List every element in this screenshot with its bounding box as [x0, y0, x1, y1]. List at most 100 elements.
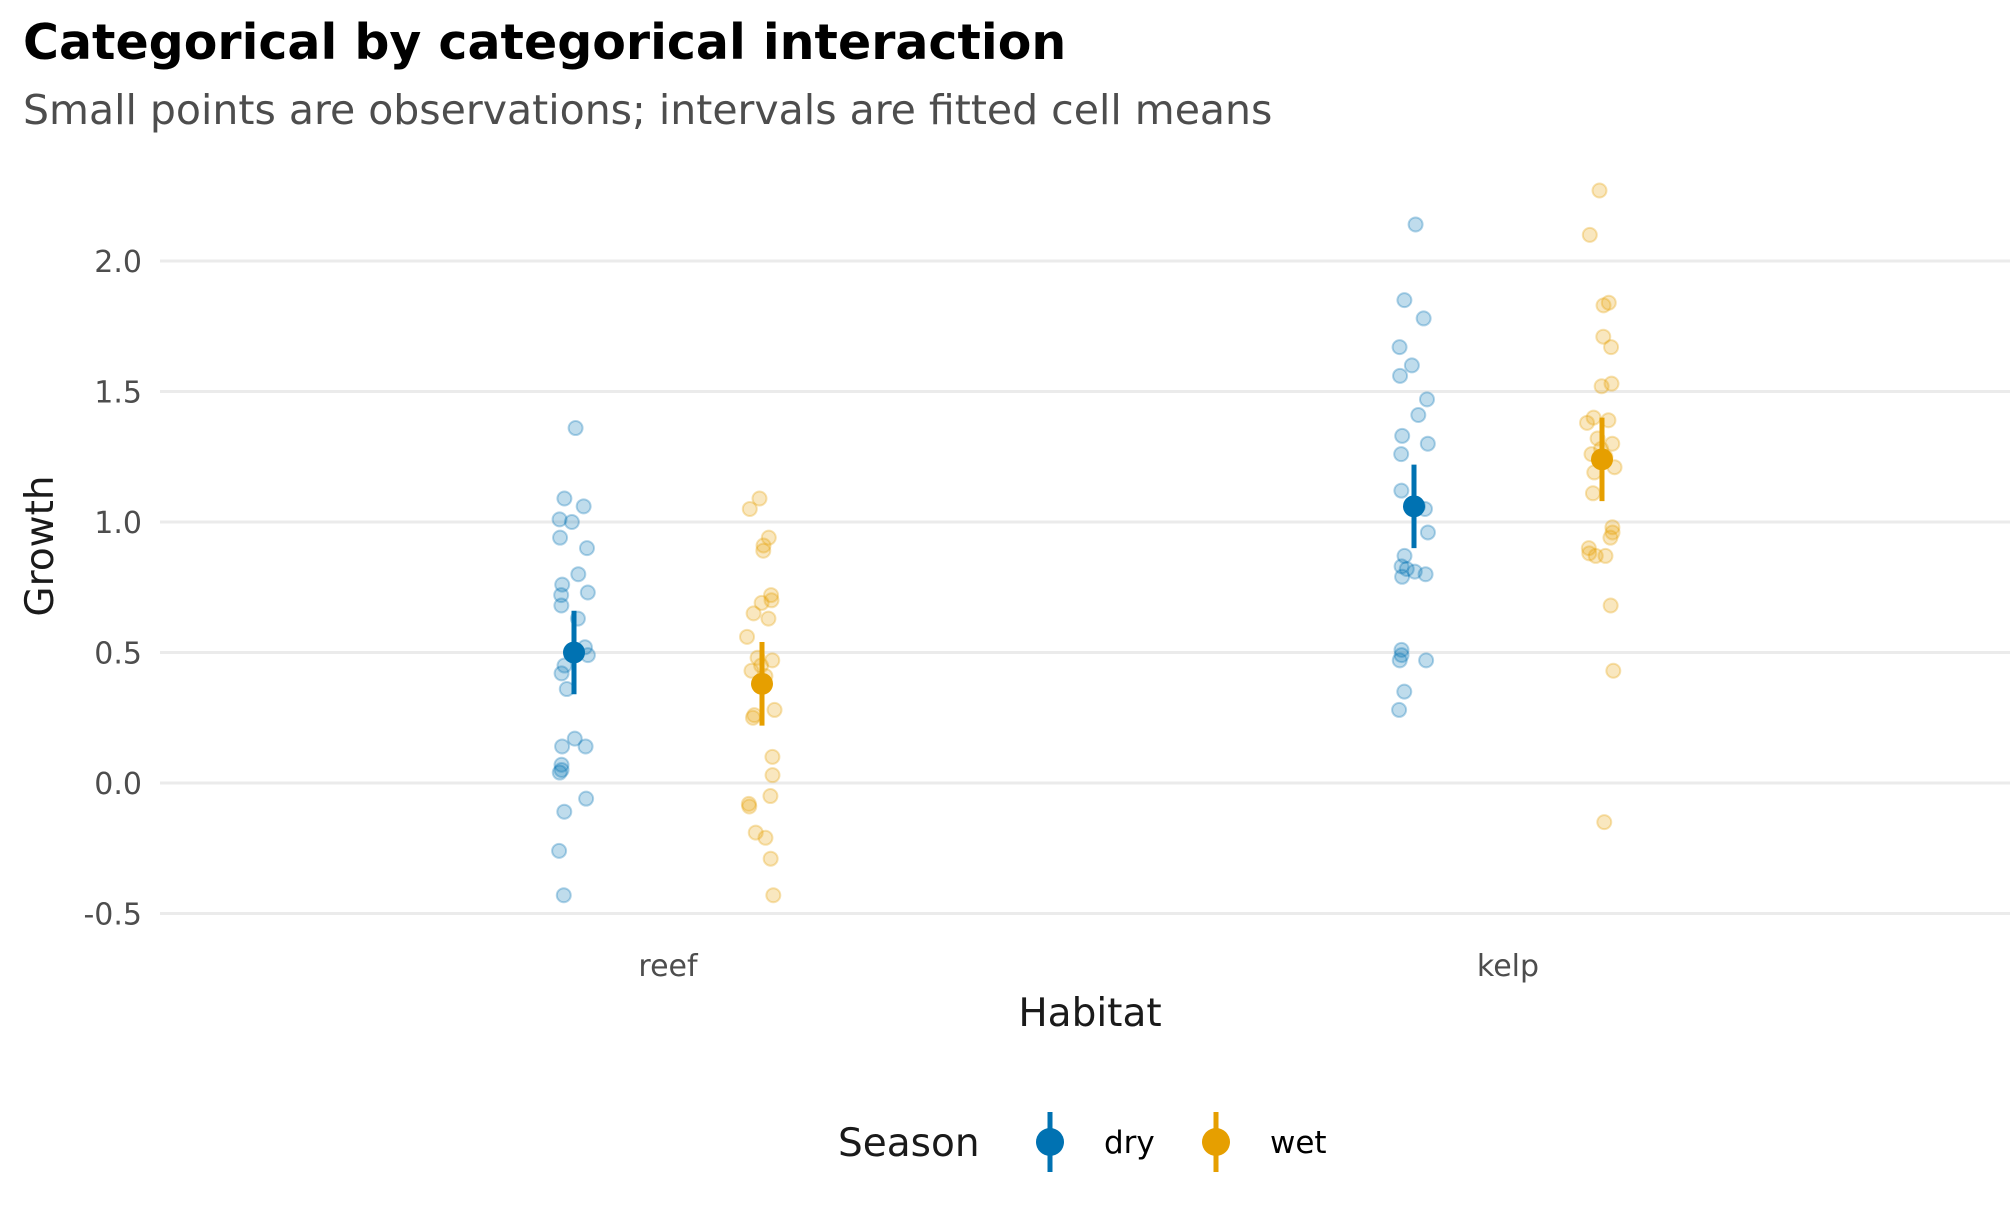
observation-point-wet	[743, 662, 760, 679]
observation-point-wet	[760, 610, 777, 627]
observation-point-dry	[570, 566, 587, 583]
observation-point-wet	[741, 500, 758, 517]
observation-point-dry	[1396, 292, 1413, 309]
observation-point-dry	[1394, 427, 1411, 444]
observation-point-dry	[553, 756, 570, 773]
observation-point-wet	[764, 767, 781, 784]
y-axis-ticks: -0.5 0.0 0.5 1.0 1.5 2.0	[83, 245, 142, 933]
observation-point-dry	[556, 490, 573, 507]
observation-point-dry	[555, 887, 572, 904]
observation-point-dry	[1393, 558, 1410, 575]
observation-point-wet	[1579, 414, 1596, 431]
observation-point-dry	[1393, 647, 1410, 664]
chart-subtitle: Small points are observations; intervals…	[23, 86, 1273, 134]
observation-point-dry	[578, 540, 595, 557]
observation-point-dry	[1418, 652, 1435, 669]
observation-point-wet	[764, 652, 781, 669]
observation-point-dry	[553, 597, 570, 614]
observation-point-wet	[745, 605, 762, 622]
observation-point-wet	[1595, 297, 1612, 314]
observation-point-wet	[765, 887, 782, 904]
observation-point-wet	[1580, 540, 1597, 557]
observation-point-dry	[1398, 560, 1415, 577]
observation-point-dry	[563, 514, 580, 530]
observation-point-wet	[755, 537, 772, 554]
observation-point-dry	[551, 842, 568, 859]
observation-point-wet	[1602, 529, 1619, 546]
observation-point-dry	[551, 511, 568, 528]
mean-point-wet-reef	[751, 672, 773, 695]
observation-point-dry	[579, 584, 596, 601]
y-tick-label: 0.5	[94, 637, 142, 672]
observation-point-dry	[1391, 701, 1408, 718]
observation-point-dry	[1393, 482, 1410, 499]
observation-point-wet	[1604, 519, 1621, 536]
observation-point-dry	[578, 790, 595, 807]
observation-point-wet	[1603, 339, 1620, 356]
observation-point-dry	[1393, 446, 1410, 463]
observation-point-wet	[747, 824, 764, 841]
observation-point-dry	[1415, 310, 1432, 327]
observation-point-dry	[1391, 339, 1408, 356]
observation-point-dry	[551, 764, 568, 781]
observation-point-wet	[1604, 524, 1621, 541]
observation-point-wet	[739, 628, 756, 645]
observation-point-dry	[1419, 524, 1436, 541]
gridlines	[160, 259, 2010, 915]
mean-point-dry-reef	[563, 641, 585, 664]
legend-key-point-dry	[1036, 1128, 1064, 1156]
observation-point-wet	[753, 594, 770, 611]
observation-point-dry	[575, 498, 592, 515]
observation-point-dry	[1417, 566, 1434, 583]
y-tick-label: 1.5	[94, 376, 142, 411]
observation-point-dry	[1406, 563, 1423, 580]
observation-point-dry	[1403, 357, 1420, 374]
observation-point-wet	[1602, 597, 1619, 614]
observation-point-dry	[1407, 216, 1424, 233]
y-tick-label: 2.0	[94, 245, 142, 280]
observation-point-wet	[1597, 547, 1614, 564]
observation-points	[551, 182, 1623, 904]
x-tick-label-reef: reef	[638, 949, 699, 984]
observation-point-wet	[744, 709, 761, 726]
observation-point-wet	[1603, 375, 1620, 392]
observation-point-dry	[1391, 652, 1408, 669]
observation-point-wet	[763, 587, 780, 604]
chart-title: Categorical by categorical interaction	[23, 14, 1067, 71]
observation-point-wet	[740, 795, 757, 812]
observation-point-wet	[1595, 328, 1612, 345]
observation-point-dry	[1394, 568, 1411, 585]
observation-point-dry	[553, 761, 570, 778]
observation-point-dry	[1396, 547, 1413, 564]
mean-point-dry-kelp	[1403, 495, 1425, 518]
observation-point-wet	[1587, 547, 1604, 564]
observation-point-dry	[1392, 367, 1409, 384]
observation-point-dry	[556, 657, 573, 674]
observation-point-wet	[762, 788, 779, 805]
observation-point-wet	[741, 798, 758, 815]
observation-point-dry	[554, 576, 571, 593]
legend-label-wet: wet	[1270, 1125, 1327, 1161]
observation-point-wet	[1600, 294, 1617, 311]
observation-point-dry	[566, 730, 583, 747]
observation-point-dry	[552, 529, 569, 546]
y-tick-label: 1.0	[94, 506, 142, 541]
observation-point-wet	[1581, 226, 1598, 243]
y-tick-label: -0.5	[83, 898, 142, 933]
legend: Season dry wet	[838, 1112, 1327, 1172]
observation-point-wet	[751, 490, 768, 507]
observation-point-dry	[1393, 641, 1410, 658]
observation-point-dry	[554, 738, 571, 755]
observation-point-wet	[763, 592, 780, 609]
observation-point-dry	[553, 587, 570, 604]
observation-point-wet	[1593, 378, 1610, 395]
observation-point-wet	[760, 529, 777, 546]
legend-title: Season	[838, 1121, 980, 1166]
legend-keys: dry wet	[1036, 1112, 1327, 1172]
observation-point-dry	[577, 738, 594, 755]
y-tick-label: 0.0	[94, 767, 142, 802]
y-axis-title: Growth	[18, 475, 63, 616]
observation-point-wet	[1596, 814, 1613, 831]
x-axis-title: Habitat	[1018, 991, 1161, 1036]
